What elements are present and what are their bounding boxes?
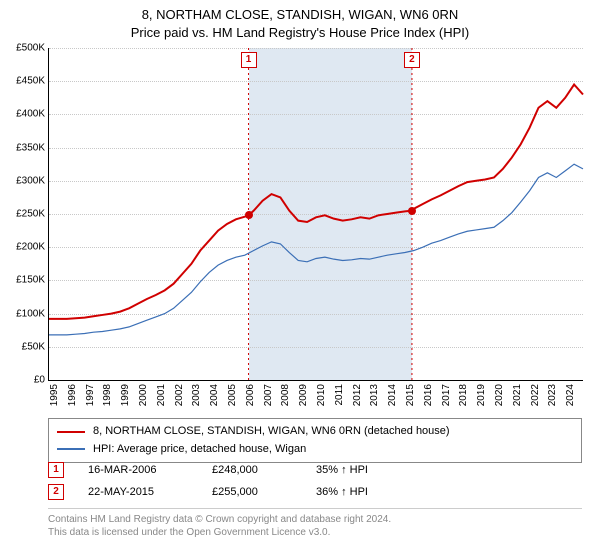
event-hpi: 35% ↑ HPI xyxy=(316,464,396,476)
x-axis-label: 2007 xyxy=(263,384,274,406)
event-date: 16-MAR-2006 xyxy=(88,464,188,476)
title-address: 8, NORTHAM CLOSE, STANDISH, WIGAN, WN6 0… xyxy=(0,6,600,24)
y-axis-label: £200K xyxy=(16,242,45,253)
x-axis-label: 1996 xyxy=(67,384,78,406)
x-axis-label: 2023 xyxy=(547,384,558,406)
legend-label: HPI: Average price, detached house, Wiga… xyxy=(93,441,306,459)
x-axis-label: 2003 xyxy=(191,384,202,406)
x-axis-label: 2024 xyxy=(565,384,576,406)
x-axis-label: 2016 xyxy=(423,384,434,406)
x-axis-label: 1998 xyxy=(102,384,113,406)
event-price: £255,000 xyxy=(212,486,292,498)
x-axis-label: 2015 xyxy=(405,384,416,406)
y-axis-label: £450K xyxy=(16,76,45,87)
legend-swatch xyxy=(57,448,85,450)
x-axis-label: 2000 xyxy=(138,384,149,406)
x-axis-label: 1995 xyxy=(49,384,60,406)
x-axis-label: 2013 xyxy=(369,384,380,406)
chart-container: 8, NORTHAM CLOSE, STANDISH, WIGAN, WN6 0… xyxy=(0,0,600,560)
x-axis-label: 2018 xyxy=(458,384,469,406)
legend-swatch xyxy=(57,431,85,433)
x-axis-label: 2009 xyxy=(298,384,309,406)
x-axis-label: 2020 xyxy=(494,384,505,406)
event-number-box: 2 xyxy=(48,484,64,500)
x-axis-label: 2014 xyxy=(387,384,398,406)
x-axis-label: 2001 xyxy=(156,384,167,406)
x-axis-label: 2017 xyxy=(441,384,452,406)
y-axis-label: £100K xyxy=(16,308,45,319)
series-hpi xyxy=(49,48,583,380)
y-axis-label: £50K xyxy=(22,341,45,352)
x-axis-label: 2002 xyxy=(174,384,185,406)
event-price: £248,000 xyxy=(212,464,292,476)
legend-row: 8, NORTHAM CLOSE, STANDISH, WIGAN, WN6 0… xyxy=(57,423,573,441)
event-hpi: 36% ↑ HPI xyxy=(316,486,396,498)
y-axis-label: £150K xyxy=(16,275,45,286)
event-date: 22-MAY-2015 xyxy=(88,486,188,498)
x-axis-label: 1999 xyxy=(120,384,131,406)
y-axis-label: £300K xyxy=(16,175,45,186)
x-axis-label: 2004 xyxy=(209,384,220,406)
x-axis-label: 1997 xyxy=(85,384,96,406)
x-axis-label: 2008 xyxy=(280,384,291,406)
event-number-box: 1 xyxy=(48,462,64,478)
legend: 8, NORTHAM CLOSE, STANDISH, WIGAN, WN6 0… xyxy=(48,418,582,463)
event-row: 1 16-MAR-2006 £248,000 35% ↑ HPI xyxy=(48,462,582,478)
footer-line1: Contains HM Land Registry data © Crown c… xyxy=(48,513,582,526)
plot-area: £0£50K£100K£150K£200K£250K£300K£350K£400… xyxy=(48,48,583,381)
y-axis-label: £350K xyxy=(16,142,45,153)
y-axis-label: £500K xyxy=(16,43,45,54)
y-axis-label: £0 xyxy=(34,375,45,386)
x-axis-label: 2005 xyxy=(227,384,238,406)
x-axis-label: 2019 xyxy=(476,384,487,406)
event-row: 2 22-MAY-2015 £255,000 36% ↑ HPI xyxy=(48,484,582,500)
y-axis-label: £400K xyxy=(16,109,45,120)
legend-label: 8, NORTHAM CLOSE, STANDISH, WIGAN, WN6 0… xyxy=(93,423,450,441)
legend-row: HPI: Average price, detached house, Wiga… xyxy=(57,441,573,459)
x-axis-label: 2011 xyxy=(334,384,345,406)
title-block: 8, NORTHAM CLOSE, STANDISH, WIGAN, WN6 0… xyxy=(0,0,600,42)
y-axis-label: £250K xyxy=(16,209,45,220)
title-subtitle: Price paid vs. HM Land Registry's House … xyxy=(0,24,600,42)
x-axis-label: 2010 xyxy=(316,384,327,406)
footer-attribution: Contains HM Land Registry data © Crown c… xyxy=(48,508,582,539)
x-axis-label: 2022 xyxy=(530,384,541,406)
x-axis-label: 2012 xyxy=(352,384,363,406)
x-axis-label: 2006 xyxy=(245,384,256,406)
footer-line2: This data is licensed under the Open Gov… xyxy=(48,526,582,539)
x-axis-label: 2021 xyxy=(512,384,523,406)
events-table: 1 16-MAR-2006 £248,000 35% ↑ HPI 2 22-MAY-201… xyxy=(48,462,582,506)
